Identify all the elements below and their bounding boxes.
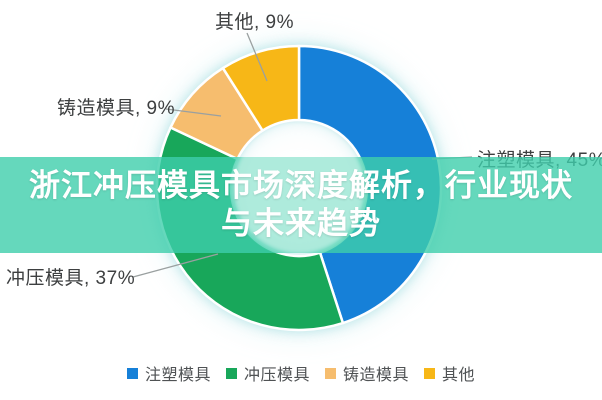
slice-label-zhuzao: 铸造模具, 9% (57, 98, 176, 119)
title-banner-overlay (0, 157, 602, 253)
legend-item-其他[interactable]: 其他 (424, 361, 475, 385)
page-title: 浙江冲压模具市场深度解析，行业现状 与未来趋势 (0, 157, 602, 253)
slice-label-qita: 其他, 9% (215, 12, 295, 33)
slice-label-chongya: 冲压模具, 37% (6, 268, 136, 289)
legend-label: 注塑模具 (144, 367, 211, 384)
legend-item-铸造模具[interactable]: 铸造模具 (325, 361, 409, 385)
legend-label: 冲压模具 (243, 367, 310, 384)
legend-swatch (126, 367, 138, 379)
legend-item-冲压模具[interactable]: 冲压模具 (225, 361, 310, 385)
legend-label: 铸造模具 (343, 367, 410, 384)
legend-label: 其他 (442, 367, 476, 384)
chart-legend: 注塑模具 冲压模具 铸造模具 其他 (0, 361, 602, 385)
legend-swatch (225, 367, 237, 379)
page-title-line2: 与未来趋势 (221, 206, 381, 241)
page-title-line1: 浙江冲压模具市场深度解析，行业现状 (29, 168, 573, 204)
legend-swatch (325, 367, 336, 379)
pie-slice-其他[interactable] (221, 44, 301, 132)
legend-item-注塑模具[interactable]: 注塑模具 (126, 361, 211, 385)
legend-swatch (424, 367, 436, 379)
